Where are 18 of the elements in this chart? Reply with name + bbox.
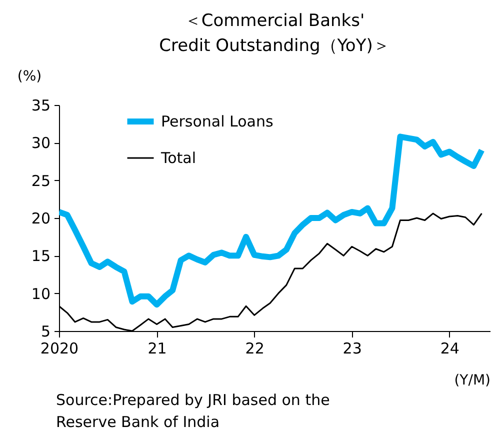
- x-axis-title: (Y/M): [454, 372, 490, 388]
- y-axis-title: (%): [17, 68, 42, 84]
- y-tick-label: 5: [40, 322, 50, 340]
- y-tick-label: 20: [31, 210, 50, 228]
- y-tick-label: 10: [31, 284, 50, 303]
- source-note: Source:Prepared by JRI based on the Reserve Bank of India: [56, 391, 330, 431]
- x-tick-label: 23: [342, 340, 362, 358]
- x-tick-label: 2020: [40, 340, 79, 358]
- legend-label: Total: [160, 149, 196, 167]
- x-tick-label: 21: [148, 340, 167, 358]
- chart-title: ＜Commercial Banks' Credit Outstanding（YoY)＞: [159, 11, 390, 56]
- y-tick-label: 30: [31, 134, 50, 152]
- x-tick-label: 24: [440, 340, 460, 358]
- x-tick-label: 22: [245, 340, 264, 358]
- y-tick-label: 15: [31, 247, 50, 266]
- y-tick-label: 25: [31, 172, 50, 190]
- y-tick-label: 35: [31, 96, 50, 114]
- legend-label: Personal Loans: [161, 112, 274, 130]
